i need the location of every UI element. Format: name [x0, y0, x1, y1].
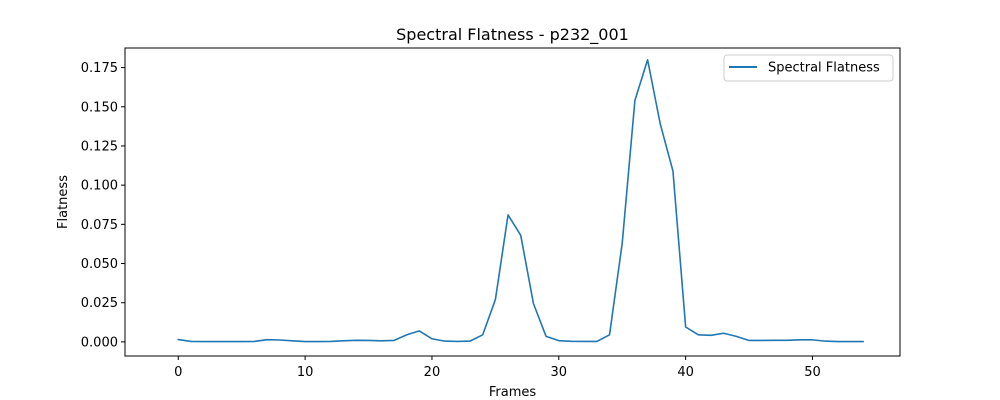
legend-box [723, 54, 894, 82]
y-tick-label: 0.125 [81, 139, 118, 154]
x-axis-label: Frames [489, 385, 537, 400]
plot-area [177, 58, 865, 343]
legend: Spectral Flatness [723, 54, 894, 82]
chart-title: Spectral Flatness - p232_001 [396, 25, 629, 45]
y-tick-label: 0.100 [81, 179, 118, 194]
x-tick-label: 50 [804, 365, 821, 380]
y-tick-label: 0.175 [81, 61, 118, 76]
x-tick-label: 30 [551, 365, 568, 380]
y-axis: 0.000 0.025 0.050 0.075 0.100 0.125 0.150 0.175 [81, 61, 125, 350]
y-axis-label: Flatness [56, 175, 71, 229]
series-line [177, 58, 865, 343]
y-tick-label: 0.000 [81, 335, 118, 350]
legend-label: Spectral Flatness [768, 61, 880, 76]
x-axis: 0 10 20 30 40 50 [174, 356, 821, 380]
x-tick-label: 10 [297, 365, 314, 380]
plot-frame [124, 47, 901, 357]
x-tick-label: 20 [424, 365, 441, 380]
y-tick-label: 0.050 [81, 257, 118, 272]
x-tick-label: 40 [677, 365, 694, 380]
y-tick-label: 0.025 [81, 296, 118, 311]
x-tick-label: 0 [174, 365, 182, 380]
y-tick-label: 0.075 [81, 218, 118, 233]
y-tick-label: 0.150 [81, 100, 118, 115]
